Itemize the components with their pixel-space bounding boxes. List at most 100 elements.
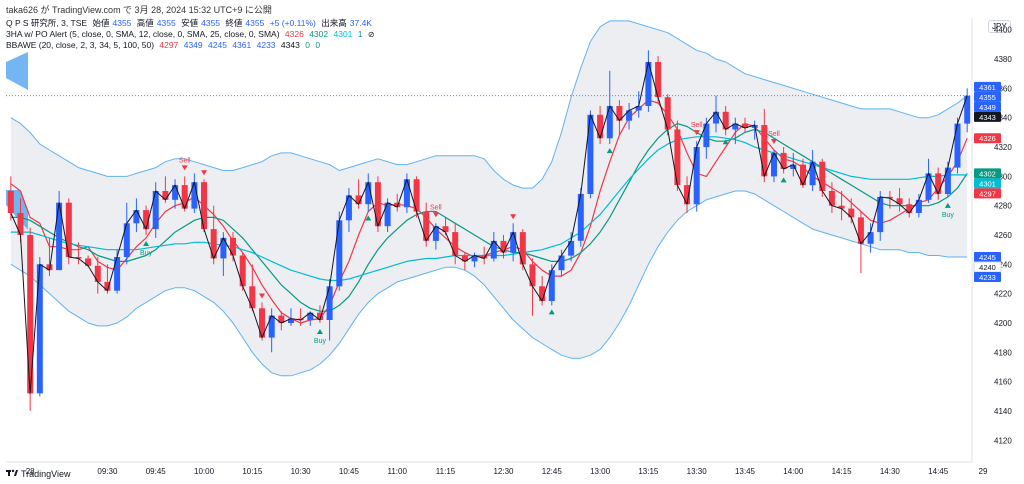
volume-label: 出来高 [321, 18, 347, 28]
sma-fast-line [10, 99, 968, 324]
candle-down [500, 240, 507, 253]
sell-signal: Sell [691, 122, 703, 136]
sell-arrow-icon [770, 138, 777, 144]
low-label: 安値 [181, 18, 199, 28]
indicator-value: 4326 [284, 29, 304, 39]
candle-up [877, 196, 884, 233]
price-tick-label: 4380 [994, 55, 1012, 64]
buy-signal: Buy [942, 202, 954, 219]
candle-down [529, 264, 536, 287]
sma-slow-line [10, 136, 968, 282]
candle-down [442, 226, 449, 233]
currency-badge[interactable]: JPY [988, 20, 1011, 33]
indicator-value: 1 [357, 29, 363, 39]
candle-down [143, 210, 150, 230]
time-tick-label: 13:45 [735, 467, 756, 476]
trend-up-icon [606, 148, 613, 154]
price-tick-label: 4320 [994, 143, 1012, 152]
price-tick-label: 4120 [994, 436, 1012, 445]
sma-mid-line [10, 122, 968, 312]
price-marker-label: 4343 [979, 113, 996, 122]
sell-label: Sell [179, 157, 191, 164]
price-tick-label: 4200 [994, 319, 1012, 328]
price-marker: 4240 [973, 261, 1002, 273]
price-tick-label: 4280 [994, 202, 1012, 211]
candle-down [278, 315, 285, 323]
time-tick-label: 14:45 [928, 467, 949, 476]
buy-arrow-icon [143, 241, 150, 246]
price-tick-label: 4400 [994, 26, 1012, 35]
candle-up [626, 110, 633, 121]
tradingview-brand: TradingView [21, 469, 71, 479]
sell-arrow-icon [432, 212, 439, 218]
price-tick-label: 4340 [994, 114, 1012, 123]
price-marker-label: 4361 [979, 83, 996, 92]
candle-up [867, 232, 874, 244]
close-line [10, 61, 968, 394]
candle-down [819, 161, 826, 191]
trend-down-icon [510, 214, 517, 220]
candle-down [394, 202, 401, 208]
eye-off-icon[interactable]: ⊘ [367, 30, 375, 39]
sell-signal: Sell [430, 204, 442, 218]
candle-down [906, 204, 913, 213]
candle-up [403, 179, 410, 208]
price-tick-label: 4260 [994, 231, 1012, 240]
candle-down [684, 185, 690, 205]
candle-down [201, 182, 207, 230]
candle-up [548, 270, 555, 301]
indicator-value: 4349 [183, 40, 203, 50]
candle-down [104, 281, 111, 291]
candle-up [326, 286, 333, 320]
sell-signal: Sell [179, 157, 191, 171]
candle-up [510, 232, 517, 253]
candle-down [519, 232, 526, 265]
candle-down [461, 255, 468, 262]
price-marker-label: 4355 [979, 93, 996, 102]
time-tick-label: 13:30 [687, 467, 708, 476]
time-tick-label: 13:00 [590, 467, 611, 476]
time-tick-label: 09:45 [146, 467, 167, 476]
indicator-value: 4245 [208, 40, 227, 50]
candle-up [713, 111, 719, 124]
time-tick-label: 28 [26, 467, 35, 476]
symbol-name[interactable]: Q P S 研究所, 3, TSE [6, 18, 88, 28]
candle-down [317, 312, 323, 320]
time-tick-label: 09:30 [97, 467, 118, 476]
indicator-value: 4233 [256, 40, 276, 50]
trend-up-icon [365, 215, 372, 221]
trend-up-icon [548, 309, 555, 315]
candle-up [558, 255, 565, 271]
change-value: +5 (+0.11%) [269, 18, 316, 28]
price-tick-label: 4180 [994, 348, 1012, 357]
buy-arrow-icon [944, 202, 951, 208]
price-marker-bg [974, 111, 1001, 122]
price-tick-label: 4160 [994, 378, 1012, 387]
time-tick-label: 29 [979, 467, 988, 476]
candle-down [664, 97, 671, 130]
sell-arrow-icon [181, 165, 188, 171]
candle-up [336, 220, 343, 287]
candle-down [800, 164, 806, 186]
candle-up [645, 62, 652, 106]
sell-label: Sell [691, 122, 703, 129]
candle-up [964, 95, 971, 124]
candle-up [771, 152, 777, 177]
candle-down [423, 211, 430, 241]
candle-down [857, 217, 864, 244]
candle-up [123, 223, 130, 257]
price-marker: 4301 [974, 178, 1001, 189]
tradingview-footer[interactable]: TradingView [6, 469, 71, 479]
candle-up [732, 123, 739, 130]
indicator-legend-bbawe[interactable]: BBAWE (20, close, 2, 3, 34, 5, 100, 50) … [6, 40, 323, 50]
indicator-legend-3ha[interactable]: 3HA w/ PO Alert (5, close, 0, SMA, 12, c… [6, 29, 378, 39]
buy-label: Buy [140, 250, 153, 257]
candle-down [742, 123, 748, 128]
price-marker-bg [974, 81, 1001, 92]
price-marker-bg [974, 251, 1001, 262]
published-note: taka626 が TradingView.com で 3月 28, 2024 … [6, 5, 272, 15]
price-tick-label: 4360 [994, 84, 1012, 93]
sell-label: Sell [768, 131, 780, 138]
candle-down [85, 258, 92, 266]
